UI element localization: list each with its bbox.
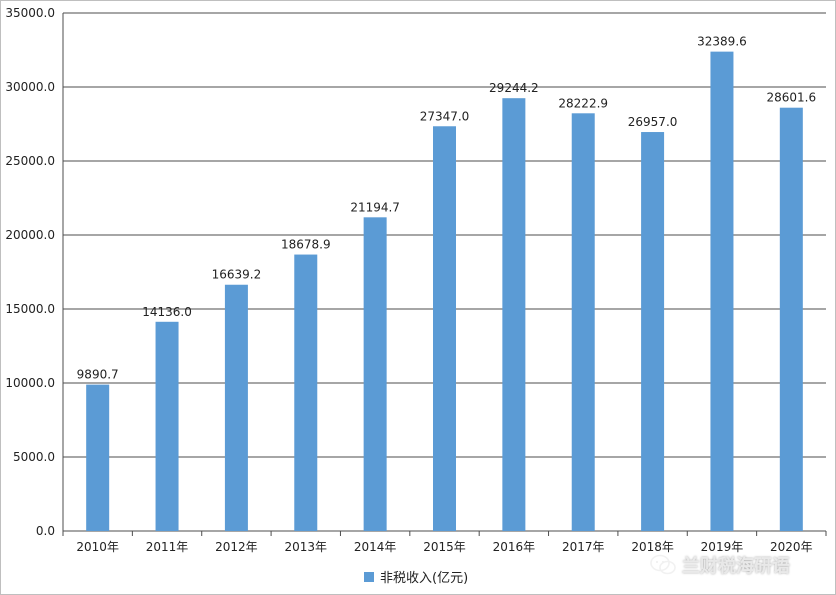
x-tick-label: 2019年 (701, 540, 744, 554)
legend-label: 非税收入(亿元) (380, 571, 469, 586)
data-label: 29244.2 (489, 81, 539, 95)
y-tick-label: 25000.0 (5, 154, 55, 168)
grid-lines (63, 12, 826, 532)
x-tick-label: 2020年 (770, 540, 813, 554)
data-label: 28222.9 (558, 96, 608, 110)
x-tick-label: 2011年 (146, 540, 189, 554)
watermark: 兰财税海研语 (650, 550, 826, 580)
legend: 非税收入(亿元) (364, 567, 468, 586)
bar (224, 284, 248, 531)
y-tick-label: 30000.0 (5, 80, 55, 94)
data-label: 14136.0 (142, 305, 192, 319)
x-tick-label: 2016年 (493, 540, 536, 554)
bar (294, 254, 318, 531)
x-tick-label: 2017年 (562, 540, 605, 554)
bar (641, 132, 665, 531)
bar (779, 107, 803, 531)
bar (155, 321, 179, 531)
bar (710, 51, 734, 532)
x-axis: 2010年 2011年 2012年 2013年 2014年 2015年 2016年 2017年… (62, 531, 827, 554)
data-label: 32389.6 (697, 35, 747, 49)
x-tick-label: 2015年 (423, 540, 466, 554)
x-tick-label: 2013年 (284, 540, 327, 554)
bar (502, 98, 526, 531)
y-tick-label: 35000.0 (5, 6, 55, 20)
legend-swatch (364, 571, 374, 582)
y-tick-label: 10000.0 (5, 376, 55, 390)
x-tick-label: 2012年 (215, 540, 258, 554)
bar (363, 217, 387, 532)
watermark-text: 兰财税海研语 (682, 556, 790, 577)
data-label: 27347.0 (420, 109, 470, 123)
data-label: 9890.7 (77, 368, 119, 382)
data-label: 21194.7 (350, 200, 400, 214)
bar (433, 126, 456, 531)
bar (571, 113, 595, 531)
data-labels: 9890.7 14136.0 16639.2 18678.9 21194.7 27347.… (77, 35, 816, 382)
x-tick-label: 2014年 (354, 540, 397, 554)
x-tick-label: 2010年 (76, 540, 119, 554)
data-label: 26957.0 (628, 115, 678, 129)
data-label: 18678.9 (281, 238, 331, 252)
data-label: 28601.6 (767, 91, 817, 105)
bars (86, 51, 803, 532)
y-tick-label: 15000.0 (5, 302, 55, 316)
y-tick-label: 0.0 (36, 524, 55, 538)
y-axis: 0.0 5000.0 10000.0 15000.0 20000.0 25000.0 300… (5, 6, 64, 538)
x-tick-label: 2018年 (631, 540, 674, 554)
wechat-icon (650, 554, 676, 575)
y-tick-label: 5000.0 (13, 450, 55, 464)
bar (86, 384, 110, 531)
data-label: 16639.2 (212, 268, 262, 282)
y-tick-label: 20000.0 (5, 228, 55, 242)
